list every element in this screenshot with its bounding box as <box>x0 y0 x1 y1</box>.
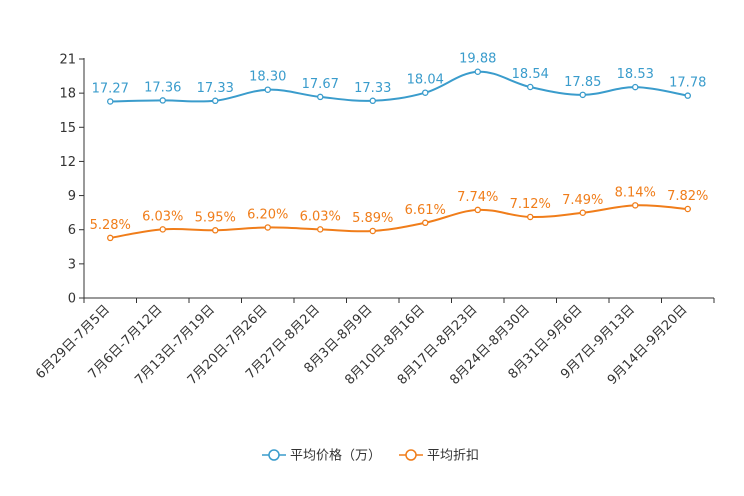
series-layer: 17.27 17.36 17.33 18.30 17.67 17.33 18.04 19.88… <box>90 52 708 242</box>
y-tick-label: 21 <box>59 53 76 68</box>
data-point <box>211 97 219 105</box>
data-label: 17.67 <box>302 77 339 92</box>
data-label: 5.89% <box>352 211 393 226</box>
y-tick-label: 12 <box>59 155 76 170</box>
y-tick-label: 6 <box>68 223 76 238</box>
series-line <box>110 70 688 103</box>
data-label: 6.20% <box>247 207 288 222</box>
data-label: 5.28% <box>90 218 131 233</box>
data-label: 17.78 <box>669 76 706 91</box>
legend-marker-icon <box>268 449 280 461</box>
data-label: 19.88 <box>459 52 496 67</box>
data-label: 17.85 <box>564 75 601 90</box>
y-tick-label: 15 <box>59 121 76 136</box>
data-label: 18.30 <box>249 70 286 85</box>
data-label: 17.33 <box>197 81 234 96</box>
legend-marker-icon <box>405 449 417 461</box>
data-label: 17.36 <box>144 80 181 95</box>
series-1: 17.27 17.36 17.33 18.30 17.67 17.33 18.04 19.88… <box>92 52 706 105</box>
x-axis: 6月29日-7月5日7月6日-7月12日7月13日-7月19日7月20日-7月2… <box>33 297 715 388</box>
data-point <box>632 83 639 91</box>
data-label: 6.61% <box>405 203 446 218</box>
data-point <box>369 227 376 235</box>
y-tick-label: 18 <box>59 87 76 102</box>
data-point <box>159 226 166 233</box>
data-point <box>684 205 692 213</box>
data-point <box>316 226 324 233</box>
legend-item-1[interactable]: 平均价格（万） <box>262 448 381 464</box>
y-tick-label: 0 <box>68 292 76 307</box>
data-point <box>264 224 271 231</box>
data-label: 6.03% <box>300 209 341 224</box>
data-label: 18.04 <box>407 73 444 88</box>
data-point <box>264 86 271 93</box>
data-label: 7.82% <box>667 189 708 204</box>
data-point <box>527 213 534 221</box>
data-point <box>107 234 114 242</box>
data-label: 17.33 <box>354 81 391 96</box>
data-point <box>579 209 587 217</box>
data-label: 18.53 <box>617 67 654 82</box>
legend-label: 平均折扣 <box>427 449 479 464</box>
legend-label: 平均价格（万） <box>290 448 381 464</box>
data-point <box>211 227 219 234</box>
data-point <box>684 92 692 99</box>
data-label: 6.03% <box>142 209 183 224</box>
data-label: 18.54 <box>512 67 549 82</box>
data-label: 5.95% <box>195 210 236 225</box>
data-label: 7.74% <box>457 190 498 205</box>
series-2: 5.28% 6.03% 5.95% 6.20% 6.03% 5.89% 6.61% 7.74%… <box>90 185 708 242</box>
data-point <box>474 206 481 214</box>
data-point <box>369 97 376 105</box>
data-label: 7.49% <box>562 193 603 208</box>
legend[interactable]: 平均价格（万） 平均折扣 <box>262 448 479 464</box>
data-point <box>579 91 587 99</box>
y-axis: 0 3 6 9 12 15 18 21 <box>59 53 85 307</box>
y-tick-label: 9 <box>68 189 76 204</box>
data-point <box>474 68 481 75</box>
y-tick-label: 3 <box>68 257 76 272</box>
data-point <box>107 98 114 105</box>
data-point <box>632 202 639 209</box>
series-line <box>110 204 688 239</box>
data-point <box>316 93 324 101</box>
data-point <box>159 97 166 104</box>
data-point <box>527 83 534 91</box>
data-point <box>421 219 429 227</box>
data-label: 17.27 <box>92 81 129 96</box>
data-label: 8.14% <box>615 185 656 200</box>
data-point <box>421 89 429 96</box>
legend-item-2[interactable]: 平均折扣 <box>399 449 479 464</box>
data-label: 7.12% <box>510 197 551 212</box>
